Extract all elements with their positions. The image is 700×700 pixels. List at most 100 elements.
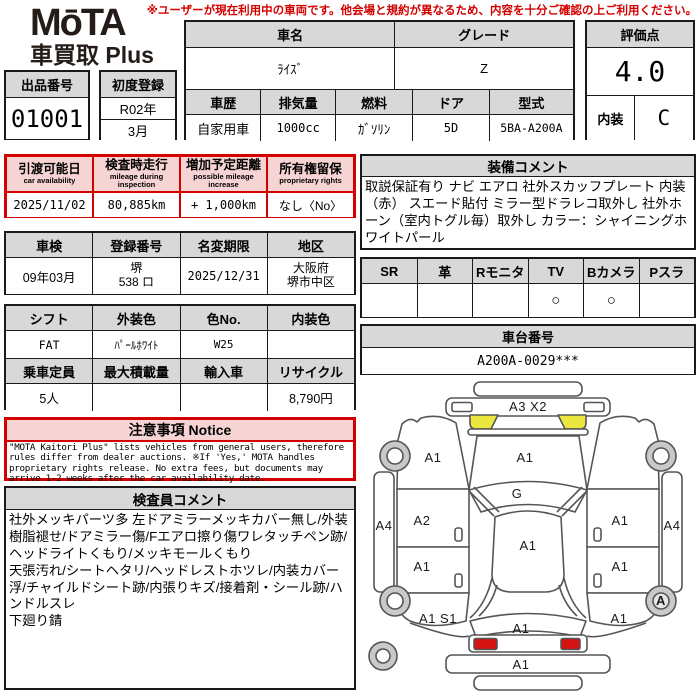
shift-value: FAT [6,331,93,358]
back-camera-label: Bカメラ [583,259,639,283]
plate-number-value: 堺 538 ロ [92,258,180,294]
fuel-label: 燃料 [334,90,413,114]
seating-capacity-label: 乗車定員 [6,359,93,383]
grade-value: Z [394,48,573,89]
equipment-comment-box: 装備コメント 取説保証有り ナビ エアロ 社外スカッフプレート 内装（赤） スエ… [360,154,696,250]
seating-capacity-value: 5人 [6,384,93,411]
logo-brand: MōTA [30,2,127,44]
roof-g-label: G [512,486,523,501]
proprietary-rights-label: 所有権留保 [279,162,342,177]
inspector-comment-body: 社外メッキパーツ多 左ドアミラーメッキカバー無し/外装樹脂褪せ/ドアミラー傷/F… [9,512,348,629]
availability-date-value: 2025/11/02 [7,193,92,217]
proprietary-rights-value: なし〈No〉 [266,193,353,217]
proprietary-rights-header: 所有権留保 proprietary rights [266,157,353,191]
lot-number-label: 出品番号 [6,72,88,97]
vehicle-spec-table: 車名 グレード ﾗｲｽﾞ Z 車歴 排気量 燃料 ドア 型式 自家用車 1000… [184,20,575,141]
door-handle [454,527,463,542]
left-tail-light-highlight [469,414,499,430]
recycle-fee-value: 8,790円 [266,384,354,411]
sunroof-label: SR [362,259,417,283]
rear-bumper-left-insert [451,401,473,413]
interior-grade: C [633,96,693,140]
mileage-label: 検査時走行 [105,158,168,173]
proprietary-rights-sublabel: proprietary rights [279,175,342,185]
door-handle [454,573,463,588]
district-value: 大阪府 堺市中区 [266,258,354,294]
sunroof-value [362,284,417,317]
notice-title: 注意事項 Notice [7,420,353,442]
right-quarter-shape [586,415,660,490]
exterior-color-value: ﾊﾟｰﾙﾎﾜｲﾄ [92,331,180,358]
right-fender-label: A1 [611,611,628,626]
roof-g-band [468,480,588,513]
first-registration-year: R02年 [101,98,175,119]
availability-date-label: 引渡可能日 [18,162,81,177]
color-no-label: 色No. [179,306,267,330]
mota-logo: MōTA 車買取 Plus [30,4,154,67]
rating-label: 評価点 [587,22,693,47]
mileage-header: 検査時走行 mileage during inspection [92,157,179,191]
model-code-value: 5BA-A200A [488,115,573,141]
exterior-color-label: 外装色 [92,306,180,330]
door-handle [593,527,602,542]
notice-box: 注意事項 Notice "MOTA Kaitori Plus" lists ve… [4,417,356,484]
color-capacity-table: シフト 外装色 色No. 内装色 FAT ﾊﾟｰﾙﾎﾜｲﾄ W25 乗車定員 最… [4,304,356,411]
history-value: 自家用車 [186,115,261,141]
interior-color-value [266,331,354,358]
right-sill-label: A4 [664,518,681,533]
left-quarter-shape [396,415,470,490]
front-bumper-shape [445,654,611,674]
color-no-value: W25 [179,331,267,358]
first-registration-month: 3月 [101,120,175,140]
power-slide-value [638,284,694,317]
lot-number-table: 出品番号 01001 [4,70,90,140]
mileage-increase-sublabel: possible mileage increase [193,172,254,189]
doors-value: 5D [412,115,489,141]
rear-monitor-value [472,284,528,317]
rating-score: 4.0 [587,48,693,95]
user-warning-text: ※ユーザーが現在利用中の車両です。他会場と規約が異なるため、内容を十分ご確認の上… [146,5,697,17]
roof-label: A1 [520,538,537,553]
right-headlight-highlight [560,637,581,651]
leather-label: 革 [416,259,472,283]
name-change-deadline-value: 2025/12/31 [179,258,267,294]
car-name-label: 車名 [186,22,395,47]
doors-label: ドア [412,90,489,114]
interior-label: 内装 [587,96,634,140]
grade-label: グレード [394,22,573,47]
front-garnish-shape [473,675,583,691]
mileage-value: 80,885km [92,193,179,217]
logo-sub: 車買取 Plus [30,42,154,68]
shaken-value: 09年03月 [6,258,93,294]
chassis-number-label: 車台番号 [362,326,694,347]
history-label: 車歴 [186,90,261,114]
chassis-number-table: 車台番号 A200A-0029*** [360,324,696,375]
name-change-deadline-label: 名変期限 [179,233,267,257]
first-registration-label: 初度登録 [101,72,175,97]
rear-bumper-shape [445,397,611,417]
rear-garnish-shape [473,381,583,397]
availability-date-sublabel: car availability [23,175,76,185]
interior-color-label: 内装色 [266,306,354,330]
plate-number-label: 登録番号 [92,233,180,257]
left-headlight-highlight [473,637,498,651]
equipment-comment-title: 装備コメント [362,156,694,177]
mileage-sublabel: mileage during inspection [109,172,164,189]
left-rear-door-label: A2 [414,513,431,528]
imported-car-value [179,384,267,411]
mileage-increase-header: 増加予定距離 possible mileage increase [179,157,266,191]
recycle-fee-label: リサイクル [266,359,354,383]
max-load-value [92,384,180,411]
right-rear-door-label: A1 [612,513,629,528]
notice-body: "MOTA Kaitori Plus" lists vehicles from … [9,442,344,485]
rear-bumper-right-insert [583,401,605,413]
rating-table: 評価点 4.0 内装 C [585,20,695,140]
shaken-label: 車検 [6,233,93,257]
rear-window-label: A1 [517,450,534,465]
equipment-flags-table: SR 革 Rモニタ TV Bカメラ Pスラ ○ ○ [360,257,696,318]
rear-panel-bar [467,428,589,436]
right-front-door-label: A1 [612,559,629,574]
front-cowl-label: A1 [513,621,530,636]
left-quarter-label: A1 [425,450,442,465]
leather-value [416,284,472,317]
